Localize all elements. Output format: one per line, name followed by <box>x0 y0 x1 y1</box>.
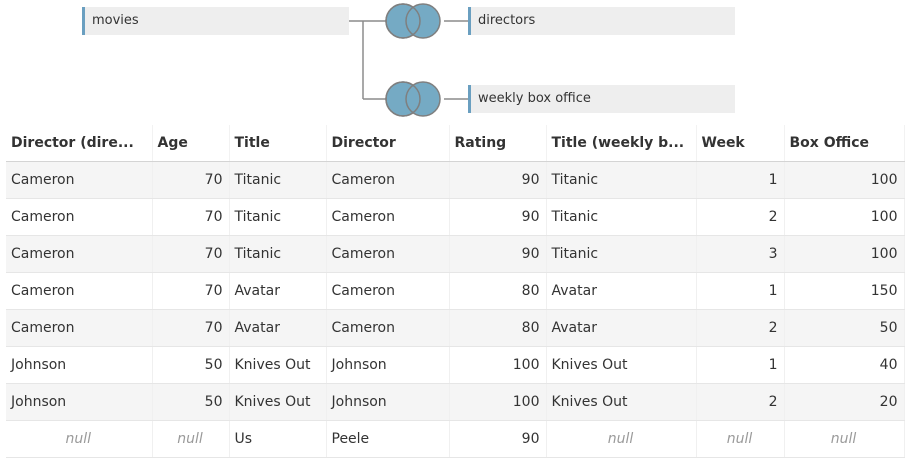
table-cell[interactable]: Cameron <box>6 309 153 347</box>
table-cell[interactable]: Cameron <box>6 272 153 310</box>
table-cell[interactable]: 2 <box>696 309 785 347</box>
column-header[interactable]: Age <box>152 125 230 162</box>
table-cell[interactable]: Johnson <box>6 383 153 421</box>
table-cell[interactable]: 150 <box>784 272 905 310</box>
table-cell[interactable]: 2 <box>696 198 785 236</box>
join-connector-lines <box>349 20 468 100</box>
table-cell[interactable]: 90 <box>449 198 547 236</box>
data-grid: Director (dire... Age Title Director Rating T… <box>6 125 905 458</box>
table-cell[interactable]: Cameron <box>6 198 153 236</box>
table-cell[interactable]: 80 <box>449 272 547 310</box>
table-cell[interactable]: 100 <box>449 383 547 421</box>
table-cell[interactable]: Avatar <box>546 272 697 310</box>
table-row: Cameron 70 Avatar Cameron 80 Avatar 1 150 <box>6 272 905 310</box>
table-cell[interactable]: Knives Out <box>546 383 697 421</box>
table-cell[interactable]: 90 <box>449 420 547 458</box>
column-header[interactable]: Title (weekly b... <box>546 125 697 162</box>
table-cell[interactable]: null <box>546 420 697 458</box>
table-cell[interactable]: 100 <box>784 198 905 236</box>
table-cell[interactable]: Johnson <box>6 346 153 384</box>
table-pill-directors[interactable]: directors <box>468 7 735 35</box>
table-cell[interactable]: Titanic <box>546 235 697 273</box>
table-cell[interactable]: Peele <box>326 420 450 458</box>
table-cell[interactable]: null <box>784 420 905 458</box>
table-cell[interactable]: 90 <box>449 161 547 199</box>
table-cell[interactable]: Titanic <box>229 161 327 199</box>
table-pill-weekly-box-office[interactable]: weekly box office <box>468 85 735 113</box>
table-cell[interactable]: Cameron <box>326 309 450 347</box>
table-cell[interactable]: Titanic <box>546 161 697 199</box>
table-row: Johnson 50 Knives Out Johnson 100 Knives Out 1… <box>6 346 905 384</box>
table-cell[interactable]: Cameron <box>6 161 153 199</box>
join-canvas: movies directors weekly box office <box>0 0 910 125</box>
table-cell[interactable]: 70 <box>152 235 230 273</box>
table-cell[interactable]: 1 <box>696 272 785 310</box>
table-cell[interactable]: 50 <box>784 309 905 347</box>
table-cell[interactable]: Avatar <box>229 272 327 310</box>
table-cell[interactable]: 40 <box>784 346 905 384</box>
table-cell[interactable]: null <box>152 420 230 458</box>
table-row: Cameron 70 Titanic Cameron 90 Titanic 3 100 <box>6 235 905 273</box>
column-header[interactable]: Week <box>696 125 785 162</box>
column-header[interactable]: Director (dire... <box>6 125 153 162</box>
table-cell[interactable]: Johnson <box>326 383 450 421</box>
table-cell[interactable]: Titanic <box>546 198 697 236</box>
table-cell[interactable]: 1 <box>696 161 785 199</box>
table-cell[interactable]: Titanic <box>229 235 327 273</box>
table-cell[interactable]: null <box>6 420 153 458</box>
grid-header-row: Director (dire... Age Title Director Rating T… <box>6 125 905 162</box>
table-row: Cameron 70 Avatar Cameron 80 Avatar 2 50 <box>6 309 905 347</box>
table-cell[interactable]: Knives Out <box>546 346 697 384</box>
table-cell[interactable]: null <box>696 420 785 458</box>
table-cell[interactable]: 70 <box>152 272 230 310</box>
column-header[interactable]: Rating <box>449 125 547 162</box>
table-cell[interactable]: 100 <box>784 161 905 199</box>
table-cell[interactable]: Cameron <box>326 272 450 310</box>
table-row: null null Us Peele 90 null null null <box>6 420 905 458</box>
table-pill-movies[interactable]: movies <box>82 7 349 35</box>
table-row: Johnson 50 Knives Out Johnson 100 Knives Out 2… <box>6 383 905 421</box>
table-cell[interactable]: 2 <box>696 383 785 421</box>
grid-body: Cameron 70 Titanic Cameron 90 Titanic 1 100 Came… <box>6 161 905 458</box>
table-cell[interactable]: 70 <box>152 198 230 236</box>
inner-join-venn-icon[interactable] <box>384 1 446 41</box>
table-cell[interactable]: 70 <box>152 309 230 347</box>
table-cell[interactable]: Knives Out <box>229 346 327 384</box>
table-cell[interactable]: Titanic <box>229 198 327 236</box>
table-cell[interactable]: 20 <box>784 383 905 421</box>
table-cell[interactable]: Avatar <box>229 309 327 347</box>
table-cell[interactable]: 50 <box>152 346 230 384</box>
column-header[interactable]: Box Office <box>784 125 905 162</box>
table-cell[interactable]: 50 <box>152 383 230 421</box>
table-cell[interactable]: Cameron <box>326 235 450 273</box>
table-row: Cameron 70 Titanic Cameron 90 Titanic 1 100 <box>6 161 905 199</box>
table-cell[interactable]: Cameron <box>6 235 153 273</box>
table-cell[interactable]: 90 <box>449 235 547 273</box>
table-pill-label: movies <box>92 13 139 28</box>
table-row: Cameron 70 Titanic Cameron 90 Titanic 2 100 <box>6 198 905 236</box>
table-cell[interactable]: Us <box>229 420 327 458</box>
table-cell[interactable]: Johnson <box>326 346 450 384</box>
column-header[interactable]: Director <box>326 125 450 162</box>
table-cell[interactable]: Knives Out <box>229 383 327 421</box>
table-cell[interactable]: 100 <box>784 235 905 273</box>
table-pill-label: directors <box>478 13 536 28</box>
table-cell[interactable]: 80 <box>449 309 547 347</box>
table-cell[interactable]: Avatar <box>546 309 697 347</box>
table-cell[interactable]: Cameron <box>326 161 450 199</box>
table-cell[interactable]: 3 <box>696 235 785 273</box>
table-cell[interactable]: 70 <box>152 161 230 199</box>
table-cell[interactable]: 1 <box>696 346 785 384</box>
table-pill-label: weekly box office <box>478 91 591 106</box>
table-cell[interactable]: Cameron <box>326 198 450 236</box>
table-cell[interactable]: 100 <box>449 346 547 384</box>
full-join-venn-icon[interactable] <box>384 79 446 119</box>
column-header[interactable]: Title <box>229 125 327 162</box>
